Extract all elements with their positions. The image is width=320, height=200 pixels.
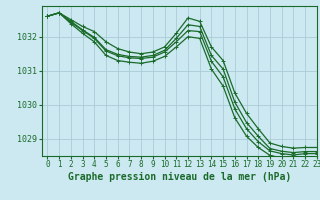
X-axis label: Graphe pression niveau de la mer (hPa): Graphe pression niveau de la mer (hPa) bbox=[68, 172, 291, 182]
